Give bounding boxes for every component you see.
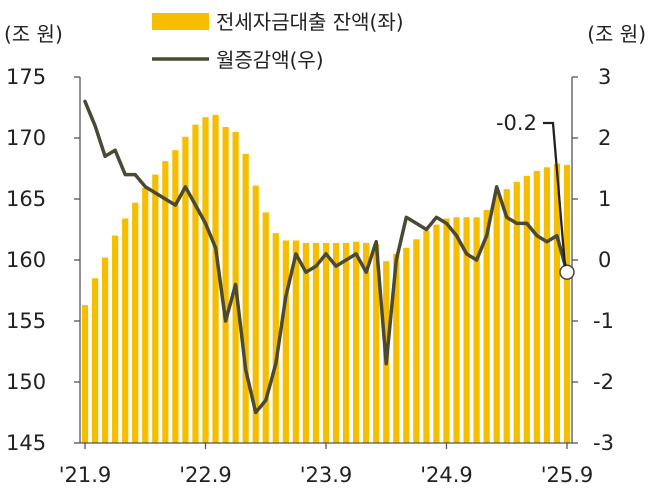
bar [523, 175, 530, 443]
axes [74, 76, 578, 449]
bar [322, 242, 330, 443]
bar [513, 181, 520, 444]
bar [503, 189, 510, 443]
legend: 전세자금대출 잔액(좌) 월증감액(우) [152, 10, 404, 72]
y-left-unit-label: (조 원) [4, 22, 63, 46]
annotation-leader-line [542, 121, 567, 267]
bar [192, 124, 199, 443]
x-tick-label: '21.9 [59, 463, 112, 487]
bar [423, 230, 430, 443]
bar [252, 185, 259, 443]
bar [272, 233, 279, 443]
legend-swatch-bar [152, 13, 209, 30]
bar [152, 174, 159, 443]
bar [453, 217, 460, 443]
annotation-label: -0.2 [496, 111, 537, 135]
bar [112, 235, 119, 443]
bar [332, 242, 340, 443]
bar [413, 239, 420, 443]
bar [302, 242, 310, 443]
y-left-tick-label: 150 [6, 370, 46, 394]
bar [373, 244, 380, 443]
x-tick-label: '23.9 [300, 463, 353, 487]
bar [563, 164, 571, 443]
bar [443, 218, 450, 443]
y-right-unit-label: (조 원) [587, 22, 646, 46]
bar [473, 217, 480, 443]
y-left-tick-label: 155 [6, 309, 46, 333]
bar [483, 209, 490, 443]
bar [122, 218, 129, 443]
bar [493, 194, 500, 443]
y-left-tick-label: 160 [6, 248, 46, 272]
line-series [83, 99, 569, 415]
y-right-tick-label: 2 [598, 126, 611, 150]
legend-label-line: 월증감액(우) [216, 48, 324, 72]
bar-series [81, 114, 571, 444]
bar [533, 170, 540, 443]
y-right-tick-label: -1 [593, 309, 614, 333]
bar [393, 253, 400, 443]
bar [81, 305, 89, 443]
y-right-tick-label: 3 [598, 65, 611, 89]
legend-label-bar: 전세자금대출 잔액(좌) [216, 10, 404, 34]
bar [182, 136, 189, 443]
y-right-tick-label: 1 [598, 187, 611, 211]
bar [142, 188, 149, 443]
bar [212, 114, 219, 443]
bar [463, 217, 470, 443]
y-left-tick-label: 165 [6, 187, 46, 211]
y-right-tick-label: -2 [593, 370, 614, 394]
bar [342, 242, 350, 443]
bar [353, 241, 360, 443]
bar [162, 161, 169, 443]
y-left-tick-label: 170 [6, 126, 46, 150]
y-right-tick-label: -3 [593, 431, 614, 455]
annotation: -0.2 [496, 111, 575, 280]
bar [91, 278, 99, 443]
bar [553, 163, 561, 443]
bar [262, 212, 269, 443]
bar [433, 224, 440, 443]
bar [101, 257, 109, 443]
bar [363, 242, 370, 443]
x-tick-label: '22.9 [179, 463, 232, 487]
bar [312, 242, 320, 443]
y-left-tick-label: 145 [6, 431, 46, 455]
bar [292, 240, 299, 443]
line-path [83, 99, 569, 415]
bar [202, 117, 209, 443]
y-left-tick-label: 175 [6, 65, 46, 89]
bar [172, 150, 179, 443]
axis-labels: 145 150 155 160 165 170 175 -3 -2 -1 0 1 2 3 '21.9 '22.… [4, 22, 646, 487]
bar [403, 247, 410, 443]
y-right-tick-label: 0 [598, 248, 611, 272]
bar [543, 167, 551, 443]
x-tick-label: '24.9 [420, 463, 473, 487]
bar [132, 202, 139, 443]
x-tick-label: '25.9 [541, 463, 594, 487]
last-point-marker [559, 264, 575, 280]
bar [282, 240, 289, 443]
bar [222, 127, 229, 444]
bar [242, 153, 249, 444]
